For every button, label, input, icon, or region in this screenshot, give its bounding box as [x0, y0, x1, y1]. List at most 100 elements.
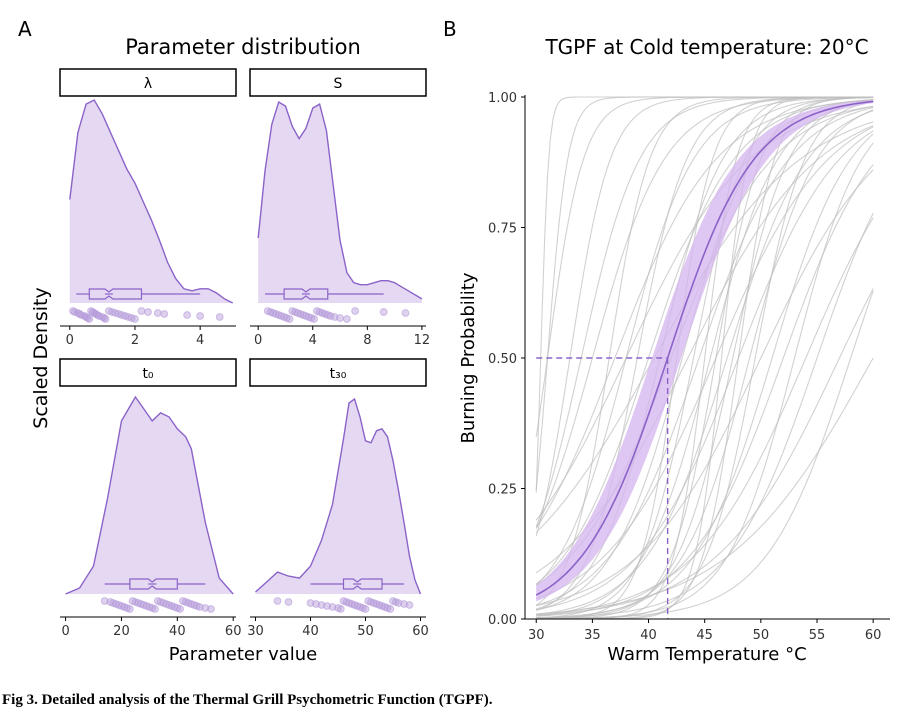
facet-panel-lambda: 0 2 4: [60, 99, 236, 348]
y-tick-label: 0.50: [488, 352, 517, 367]
data-point: [310, 315, 319, 323]
data-point: [195, 603, 204, 611]
data-point: [151, 605, 159, 613]
x-tick-label: 2: [131, 333, 139, 348]
individual-curve: [536, 130, 874, 611]
x-tick-label: 40: [302, 624, 319, 639]
y-tick-label: 0.75: [488, 222, 517, 237]
figure-caption: Fig 3. Detailed analysis of the Thermal …: [2, 692, 493, 708]
individual-curve: [536, 212, 874, 619]
data-point: [100, 597, 109, 605]
y-tick-label: 0.00: [488, 613, 517, 628]
facet-panel-s: 0 4 8 12: [250, 100, 431, 348]
data-point: [153, 309, 162, 317]
individual-curve: [535, 96, 874, 586]
individual-curve: [535, 105, 874, 521]
x-tick-label: 60: [412, 624, 429, 639]
box-notch: [342, 578, 383, 590]
facet-panel-t0: 0 20 40 60: [60, 395, 242, 639]
density-area: [65, 397, 234, 594]
data-point: [386, 605, 395, 613]
x-tick-label: 12: [414, 333, 431, 348]
credible-band: [536, 100, 874, 602]
individual-curve: [536, 133, 874, 619]
x-tick-label: 0: [66, 333, 74, 348]
facet-label-t0: t₀: [142, 366, 153, 382]
x-tick-label: 30: [528, 628, 545, 643]
individual-curve: [536, 96, 874, 619]
y-tick-label: 1.00: [488, 91, 517, 106]
individual-curve: [535, 96, 874, 493]
individual-curve: [536, 290, 874, 620]
data-point: [183, 311, 192, 319]
x-tick-label: 4: [309, 333, 317, 348]
density-line: [69, 99, 234, 304]
x-tick-label: 40: [640, 628, 657, 643]
data-point: [405, 601, 414, 609]
data-point: [101, 315, 110, 323]
facet-label-s: S: [334, 76, 343, 92]
x-tick-label: 45: [696, 628, 713, 643]
data-point: [273, 597, 282, 605]
x-tick-label: 4: [196, 333, 204, 348]
density-area: [258, 102, 422, 303]
data-point: [125, 605, 134, 613]
x-tick-label: 30: [247, 624, 264, 639]
density-area: [255, 399, 421, 594]
density-line: [257, 100, 423, 300]
individual-curve: [535, 121, 874, 533]
individual-curve: [536, 96, 874, 620]
individual-curve: [536, 110, 874, 615]
facet-strip-lambda: [59, 68, 237, 97]
x-tick-label: 0: [254, 333, 262, 348]
x-tick-label: 50: [357, 624, 374, 639]
individual-curve: [535, 99, 874, 585]
facet-strip-t0: [59, 358, 237, 387]
data-point: [137, 307, 146, 315]
density-line: [255, 397, 422, 595]
individual-curve: [536, 126, 874, 600]
x-tick-label: 35: [584, 628, 601, 643]
data-point: [284, 598, 293, 606]
panel-b-title: TGPF at Cold temperature: 20°C: [544, 35, 868, 59]
facet-strip-t30: [249, 358, 427, 387]
data-point: [401, 309, 410, 317]
individual-curve: [535, 105, 874, 586]
data-point: [201, 604, 210, 612]
individual-curve: [536, 107, 874, 607]
data-point: [160, 310, 169, 318]
data-point: [351, 307, 360, 315]
individual-curve: [536, 357, 874, 615]
data-point: [131, 315, 139, 323]
panel-b-letter: B: [443, 17, 457, 41]
individual-curve: [535, 96, 874, 527]
data-point: [285, 315, 294, 323]
x-tick-label: 40: [169, 624, 186, 639]
panel-a-letter: A: [18, 17, 32, 41]
x-tick-label: 8: [363, 333, 371, 348]
panel-b-ylabel: Burning Probability: [458, 272, 479, 443]
data-point: [361, 605, 370, 613]
individual-curve: [536, 169, 874, 607]
individual-curve: [536, 288, 874, 616]
x-tick-label: 20: [113, 624, 130, 639]
y-tick-label: 0.25: [488, 483, 517, 498]
individual-curve: [536, 97, 874, 610]
mean-curve: [535, 100, 874, 596]
data-point: [196, 312, 205, 320]
x-tick-label: 60: [225, 624, 242, 639]
x-tick-label: 55: [809, 628, 826, 643]
panel-a-xlabel: Parameter value: [169, 644, 318, 665]
data-point: [343, 315, 351, 323]
facet-label-lambda: λ: [144, 76, 152, 92]
x-tick-label: 50: [753, 628, 770, 643]
x-tick-label: 0: [61, 624, 69, 639]
x-tick-label: 60: [865, 628, 882, 643]
tgpf-plot: 0.00 0.25 0.50 0.75 1.00 30 35 40 45 50 55 60: [488, 91, 890, 643]
data-point: [207, 605, 215, 613]
panel-a-ylabel: Scaled Density: [30, 287, 52, 428]
data-point: [144, 308, 152, 316]
individual-curve: [535, 96, 874, 529]
box-notch: [88, 288, 143, 300]
facet-label-t30: t₃₀: [330, 366, 347, 382]
